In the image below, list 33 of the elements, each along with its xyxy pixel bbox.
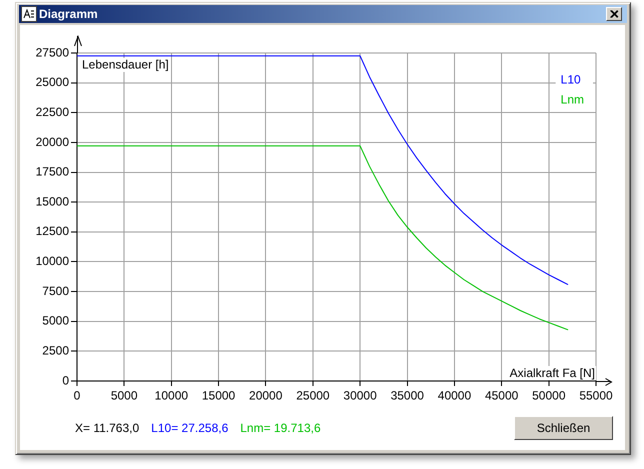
x-tick-label: 55000 <box>579 388 614 403</box>
y-tick-label: 5000 <box>42 314 70 328</box>
y-tick-label: 7500 <box>42 284 70 298</box>
y-tick-label: 10000 <box>36 254 70 268</box>
x-tick-label: 10000 <box>154 388 188 403</box>
x-tick-label: 45000 <box>484 388 519 403</box>
text-button: Schließen <box>514 416 613 440</box>
y-tick-label: 12500 <box>36 224 70 238</box>
y-tick-label: 2500 <box>42 343 70 358</box>
y-tick-label: 22500 <box>36 104 70 119</box>
x-tick-label: 35000 <box>390 388 424 403</box>
title-bar: Diagramm <box>19 5 627 23</box>
x-tick-label: 20000 <box>249 388 283 403</box>
x-tick-label: 30000 <box>343 388 378 403</box>
x-tick-label: 40000 <box>438 388 472 403</box>
text: Lnm= 19.713,6 <box>240 421 321 435</box>
x-tick-label: 50000 <box>532 388 566 403</box>
y-tick-label: 17500 <box>36 164 70 179</box>
y-axis-title: Lebensdauer [h] <box>82 57 169 72</box>
text: Lnm <box>560 92 584 106</box>
chart-title: Diagramm <box>39 7 98 21</box>
x-tick-label: 0 <box>74 388 81 403</box>
y-tick-label: 20000 <box>36 134 70 149</box>
x-tick-label: 25000 <box>296 388 330 403</box>
y-tick-label: 25000 <box>36 75 70 90</box>
y-tick-label: 27500 <box>36 45 70 60</box>
x-tick-label: 15000 <box>202 388 236 403</box>
x-tick-label: 5000 <box>110 388 138 403</box>
text: X= 11.763,0 <box>75 421 140 435</box>
y-tick-label: 0 <box>62 373 70 388</box>
text: L10= 27.258,6 <box>151 421 228 435</box>
y-tick-label: 15000 <box>36 194 70 208</box>
text: L10 <box>560 72 582 86</box>
